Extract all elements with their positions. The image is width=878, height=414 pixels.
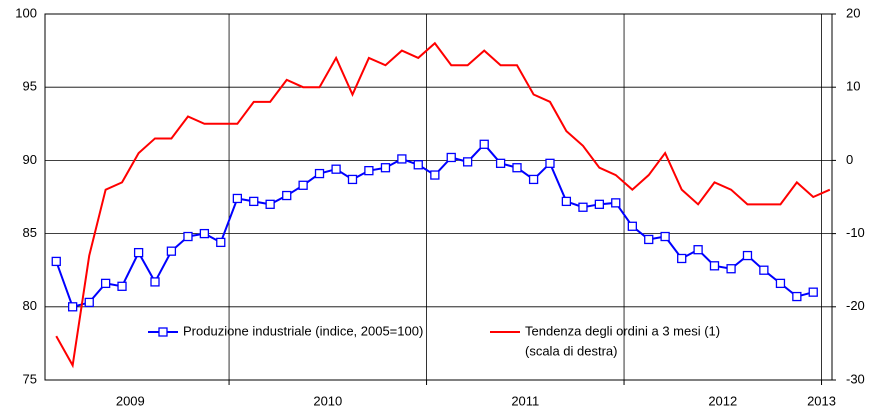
point-marker xyxy=(792,291,802,302)
point-marker xyxy=(282,190,292,201)
point-marker xyxy=(660,231,670,242)
series-line xyxy=(55,41,831,369)
y2-tick-label: 0 xyxy=(846,152,853,167)
point-marker xyxy=(67,302,78,312)
x-tick-label: 2009 xyxy=(116,393,145,408)
point-marker xyxy=(578,202,588,212)
point-marker xyxy=(232,193,243,204)
point-marker xyxy=(709,261,720,271)
point-marker xyxy=(808,287,818,297)
legend-marker xyxy=(158,327,168,337)
legend-note: (scala di destra) xyxy=(525,343,617,358)
point-marker xyxy=(100,278,111,289)
point-marker xyxy=(150,277,160,287)
y-tick-label: 85 xyxy=(23,225,37,240)
point-marker xyxy=(84,297,94,308)
point-marker xyxy=(331,164,341,174)
point-marker xyxy=(726,264,736,274)
point-marker xyxy=(775,278,786,289)
point-marker xyxy=(430,170,440,180)
point-marker xyxy=(413,160,423,170)
point-marker xyxy=(627,221,637,231)
x-tick-label: 2010 xyxy=(313,393,342,408)
point-marker xyxy=(759,265,769,275)
point-marker xyxy=(495,158,506,168)
series-line xyxy=(55,142,814,309)
y2-tick-label: -20 xyxy=(846,298,865,313)
point-marker xyxy=(133,247,144,258)
point-marker xyxy=(364,165,374,176)
point-marker xyxy=(512,163,522,173)
point-marker xyxy=(166,246,177,256)
point-marker xyxy=(347,174,358,185)
point-marker xyxy=(446,152,456,163)
point-marker xyxy=(51,256,61,267)
x-tick-label: 2011 xyxy=(511,393,539,408)
point-marker xyxy=(742,250,753,261)
y-tick-label: 95 xyxy=(23,79,37,94)
point-marker xyxy=(265,199,275,209)
y-tick-label: 75 xyxy=(23,371,37,386)
legend-label: Tendenza degli ordini a 3 mesi (1) xyxy=(525,323,720,338)
y2-tick-label: 20 xyxy=(846,5,860,20)
point-marker xyxy=(693,245,703,255)
y-tick-label: 100 xyxy=(15,5,37,20)
y-tick-label: 90 xyxy=(23,152,37,167)
point-marker xyxy=(117,281,127,291)
x-tick-label: 2013 xyxy=(807,393,836,408)
point-marker xyxy=(397,154,407,164)
y2-tick-label: -30 xyxy=(846,371,865,386)
point-marker xyxy=(298,180,308,190)
x-tick-label: 2012 xyxy=(708,393,737,408)
point-marker xyxy=(677,253,687,264)
point-marker xyxy=(249,196,259,207)
plot-frame xyxy=(44,13,833,381)
point-marker xyxy=(183,231,193,242)
point-marker xyxy=(199,228,210,239)
y-tick-label: 80 xyxy=(23,298,37,313)
point-marker xyxy=(380,163,391,173)
y2-tick-label: -10 xyxy=(846,225,865,240)
point-marker xyxy=(216,237,226,248)
point-marker xyxy=(644,234,654,245)
y2-tick-label: 10 xyxy=(846,79,860,94)
point-marker xyxy=(462,157,473,167)
point-marker xyxy=(545,158,555,168)
point-marker xyxy=(561,196,572,207)
point-marker xyxy=(314,168,325,179)
legend-label: Produzione industriale (indice, 2005=100… xyxy=(183,323,423,338)
point-marker xyxy=(479,139,489,149)
point-marker xyxy=(528,174,539,185)
point-marker xyxy=(611,198,621,208)
point-marker xyxy=(594,199,605,209)
